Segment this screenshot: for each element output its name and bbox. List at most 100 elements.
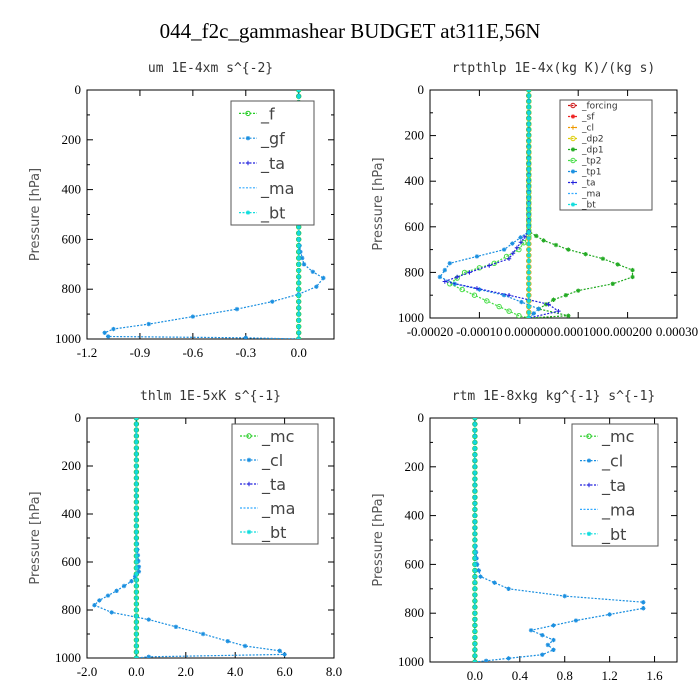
y-tick-label: 400 — [405, 173, 425, 188]
series-point-bt — [472, 641, 478, 646]
series-point-cl — [540, 652, 545, 657]
series-point-bt — [134, 571, 139, 577]
panel-1-legend: _f _gf _ta _ma _bt — [230, 100, 315, 226]
series-point-dp1 — [551, 297, 556, 302]
series-point-bt — [134, 481, 139, 487]
series-point-cl — [277, 648, 282, 653]
y-tick-label: 800 — [405, 605, 425, 620]
panel-3-legend: _mc _cl _ta _ma _bt — [231, 423, 319, 545]
series-point-gf — [243, 335, 248, 339]
series-point-cl — [132, 574, 138, 579]
series-point-bt — [472, 519, 478, 524]
series-point-bt — [296, 293, 301, 298]
series-line-ta — [442, 90, 560, 318]
legend-entry-label: _mc — [261, 427, 294, 447]
panel-2-title: rtpthlp 1E-4x(kg K)/(kg s) — [452, 61, 656, 76]
x-tick-label: 1.6 — [646, 668, 663, 683]
series-point-bt — [134, 475, 139, 481]
x-tick-label: 0.000000 — [504, 324, 553, 339]
y-tick-label: 1000 — [55, 650, 81, 665]
series-point-tp2 — [516, 313, 522, 318]
series-point-bt — [472, 428, 478, 433]
legend-swatch-marker — [586, 531, 592, 536]
series-point-tp2 — [484, 298, 490, 304]
y-tick-label: 800 — [62, 602, 82, 617]
series-point-bt — [472, 507, 478, 512]
series-point-bt — [526, 213, 531, 218]
x-tick-label: 0.4 — [512, 668, 529, 683]
series-point-cl — [551, 637, 556, 643]
series-point-cl — [135, 553, 141, 558]
series-point-dp1 — [583, 251, 588, 257]
series-point-tp1 — [474, 254, 480, 259]
legend-entry-label: _f — [260, 104, 275, 124]
series-point-bt — [296, 230, 301, 236]
series-point-bt — [526, 93, 531, 98]
series-point-bt — [526, 201, 531, 207]
series-point-bt — [526, 264, 531, 269]
series-point-bt — [472, 617, 478, 622]
series-point-cl — [573, 618, 579, 623]
panel-1-title: um 1E-4xm s^{-2} — [148, 61, 273, 76]
series-point-bt — [472, 482, 478, 488]
series-point-bt — [134, 637, 139, 643]
series-point-bt — [526, 90, 531, 93]
series-point-cl — [476, 568, 482, 573]
legend-entry-label: _ma — [261, 499, 295, 519]
series-point-bt — [134, 517, 139, 523]
series-point-bt — [472, 623, 478, 628]
series-point-bt — [526, 110, 531, 115]
legend-entry-label: _sf — [581, 113, 595, 123]
panel-4-plot-area — [472, 418, 646, 662]
series-point-dp1 — [610, 281, 615, 286]
series-point-tp1 — [518, 235, 523, 240]
legend-entry-label: _dp2 — [581, 135, 604, 145]
legend-swatch-marker — [586, 433, 592, 439]
series-point-bt — [526, 133, 531, 138]
y-tick-label: 800 — [62, 281, 82, 296]
panel-1-ylabel: Pressure [hPa] — [28, 168, 43, 261]
y-tick-label: 800 — [405, 264, 425, 279]
series-point-cl — [105, 593, 111, 598]
panel-4-title: rtm 1E-8xkg kg^{-1} s^{-1} — [452, 389, 656, 404]
series-point-ta — [522, 234, 528, 240]
x-tick-label: -2.0 — [77, 664, 98, 679]
series-point-bt — [526, 207, 531, 212]
series-point-cl — [506, 656, 511, 661]
series-point-bt — [526, 298, 531, 304]
series-point-ta — [474, 286, 480, 291]
series-point-tp2 — [459, 286, 465, 293]
series-point-ta — [506, 293, 512, 298]
panel-1: um 1E-4xm s^{-2} Pressure [hPa] 0 200 400 600… — [28, 61, 335, 360]
series-point-gf — [111, 326, 116, 332]
series-point-gf — [190, 314, 196, 319]
legend-swatch-marker — [570, 125, 576, 130]
legend-box — [559, 99, 653, 211]
series-point-bt — [134, 577, 139, 583]
series-point-bt — [472, 556, 478, 561]
legend-entry-label: _gf — [260, 129, 285, 149]
series-point-cl — [551, 647, 556, 652]
series-point-tp1 — [531, 311, 536, 316]
legend-box — [231, 423, 319, 545]
series-point-bt — [526, 122, 531, 127]
series-point-tp1 — [519, 299, 524, 305]
x-tick-label: 0.8 — [557, 668, 573, 683]
series-point-bt — [472, 568, 478, 573]
panel-4: rtm 1E-8xkg kg^{-1} s^{-1} Pressure [hPa]… — [371, 389, 678, 683]
series-point-bt — [472, 513, 478, 518]
x-tick-label: 2.0 — [178, 664, 194, 679]
series-point-bt — [296, 268, 301, 273]
series-point-bt — [134, 493, 139, 499]
series-point-tp1 — [536, 306, 541, 312]
legend-entry-label: _bt — [601, 525, 626, 545]
series-point-bt — [134, 547, 139, 553]
series-point-bt — [134, 559, 139, 565]
series-point-dp1 — [541, 238, 546, 243]
x-tick-label: -1.2 — [77, 345, 98, 360]
series-point-bt — [472, 495, 478, 500]
series-point-bt — [526, 144, 531, 150]
series-point-bt — [472, 604, 478, 610]
series-point-gf — [321, 275, 326, 281]
